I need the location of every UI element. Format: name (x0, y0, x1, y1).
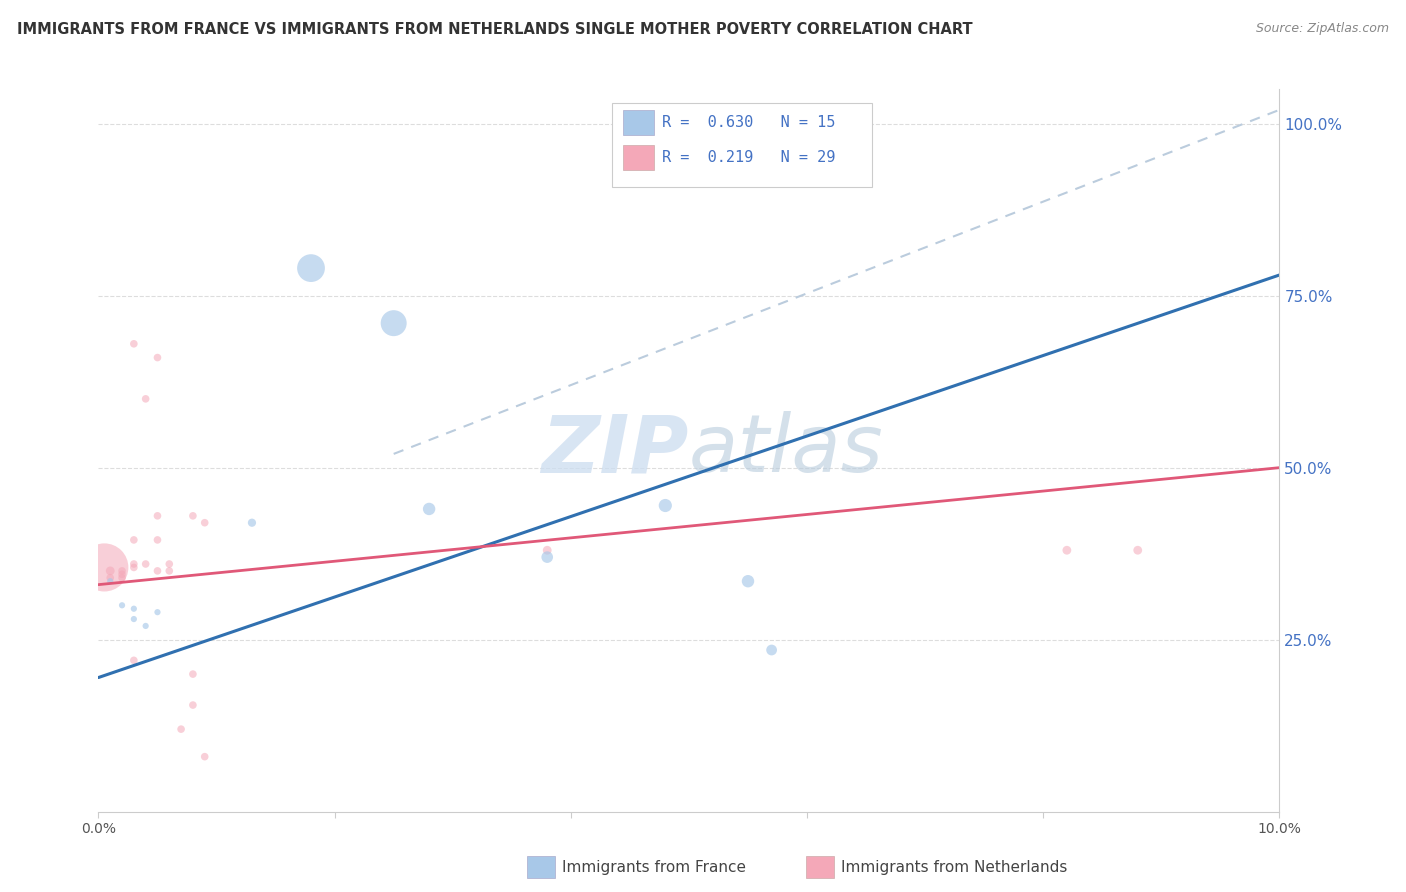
Point (170, 722, 193, 736)
Point (146, 533, 169, 547)
Point (98, 564, 121, 578)
Text: R =  0.630   N = 15: R = 0.630 N = 15 (662, 115, 835, 129)
Point (181, 698, 204, 712)
Point (122, 560, 145, 574)
Point (1056, 543, 1078, 558)
Point (146, 351, 169, 365)
Point (111, 567, 134, 582)
Point (111, 564, 134, 578)
Point (93, 560, 115, 574)
Point (299, 261, 322, 276)
Point (122, 612, 145, 626)
Text: R =  0.219   N = 29: R = 0.219 N = 29 (662, 151, 835, 165)
Point (181, 508, 204, 523)
Point (157, 557, 180, 571)
Point (122, 533, 145, 547)
Text: Immigrants from France: Immigrants from France (562, 860, 747, 874)
Point (157, 564, 180, 578)
Point (654, 499, 676, 513)
Point (122, 557, 145, 571)
Point (98, 571, 121, 585)
Point (536, 550, 558, 565)
Point (98, 574, 121, 589)
Text: Immigrants from Netherlands: Immigrants from Netherlands (841, 860, 1067, 874)
Point (181, 667, 204, 681)
Point (737, 574, 759, 589)
Point (536, 543, 558, 558)
Text: IMMIGRANTS FROM FRANCE VS IMMIGRANTS FROM NETHERLANDS SINGLE MOTHER POVERTY CORR: IMMIGRANTS FROM FRANCE VS IMMIGRANTS FRO… (17, 22, 973, 37)
Point (122, 653, 145, 667)
Point (135, 392, 157, 406)
Text: atlas: atlas (689, 411, 884, 490)
Point (135, 557, 157, 571)
Point (146, 605, 169, 619)
Point (194, 749, 217, 764)
Point (418, 502, 440, 516)
Point (194, 516, 217, 530)
Point (146, 508, 169, 523)
Point (382, 316, 405, 330)
Text: Source: ZipAtlas.com: Source: ZipAtlas.com (1256, 22, 1389, 36)
Point (240, 516, 263, 530)
Point (761, 643, 783, 657)
Point (135, 619, 157, 633)
Point (111, 571, 134, 585)
Point (146, 564, 169, 578)
Point (122, 601, 145, 615)
Point (111, 599, 134, 613)
Point (122, 336, 145, 351)
Text: ZIP: ZIP (541, 411, 689, 490)
Point (1126, 543, 1149, 558)
